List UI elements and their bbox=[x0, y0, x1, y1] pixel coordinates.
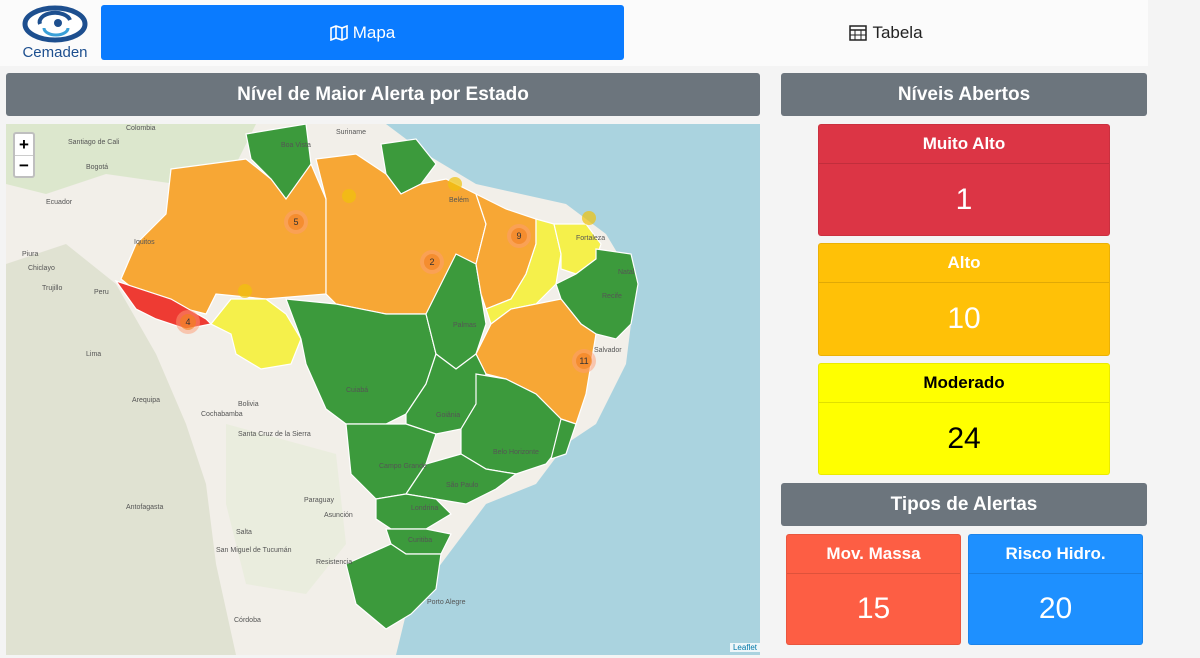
map-icon bbox=[329, 24, 348, 41]
label-cochabamba: Cochabamba bbox=[201, 411, 243, 418]
label-lima: Lima bbox=[86, 351, 101, 358]
map-canvas: Colombia Santiago de Cali Bogotá Ecuador… bbox=[6, 124, 760, 655]
card-moderado-label: Moderado bbox=[819, 364, 1109, 403]
map-attribution[interactable]: Leaflet bbox=[729, 643, 760, 652]
label-cuiaba: Cuiabá bbox=[346, 387, 368, 394]
table-icon bbox=[849, 24, 868, 41]
card-mov-massa[interactable]: Mov. Massa 15 bbox=[786, 534, 961, 645]
types-panel-title: Tipos de Alertas bbox=[781, 483, 1147, 526]
label-natal: Natal bbox=[618, 269, 635, 276]
label-colombia: Colombia bbox=[126, 125, 156, 132]
label-paraguay: Paraguay bbox=[304, 497, 334, 504]
label-campo-grande: Campo Grande bbox=[379, 463, 427, 470]
card-alto-value: 10 bbox=[947, 302, 981, 335]
alert-map[interactable]: Colombia Santiago de Cali Bogotá Ecuador… bbox=[6, 124, 760, 655]
label-santiago: Santiago de Cali bbox=[68, 139, 120, 146]
card-muito-alto[interactable]: Muito Alto 1 bbox=[818, 124, 1110, 236]
cluster-marker[interactable]: 9 bbox=[507, 224, 531, 248]
label-suriname: Suriname bbox=[336, 129, 366, 136]
label-iquitos: Iquitos bbox=[134, 239, 155, 246]
state-parana bbox=[375, 493, 452, 530]
tab-tabela-label: Tabela bbox=[872, 22, 923, 42]
label-boa-vista: Boa Vista bbox=[281, 142, 311, 149]
tab-tabela[interactable]: Tabela bbox=[624, 5, 1148, 60]
top-bar: Cemaden Mapa Tabela bbox=[0, 0, 1148, 66]
label-fortaleza: Fortaleza bbox=[576, 235, 605, 242]
cemaden-logo-icon bbox=[22, 5, 88, 43]
label-bogota: Bogotá bbox=[86, 164, 108, 171]
label-belo-horizonte: Belo Horizonte bbox=[493, 449, 539, 456]
zoom-out-button[interactable]: − bbox=[15, 155, 33, 176]
label-chiclayo: Chiclayo bbox=[28, 265, 55, 272]
label-resistencia: Resistencia bbox=[316, 559, 352, 566]
label-cordoba: Córdoba bbox=[234, 617, 261, 624]
cemaden-logo[interactable]: Cemaden bbox=[14, 4, 96, 62]
logo-text: Cemaden bbox=[22, 44, 88, 61]
label-peru: Peru bbox=[94, 289, 109, 296]
label-porto-alegre: Porto Alegre bbox=[427, 599, 466, 606]
label-asuncion: Asunción bbox=[324, 512, 353, 519]
label-goiania: Goiânia bbox=[436, 412, 460, 419]
map-zoom-control: + − bbox=[13, 132, 35, 178]
cluster-marker[interactable]: 5 bbox=[284, 210, 308, 234]
state-minas-gerais bbox=[460, 373, 567, 475]
cluster-marker[interactable]: 11 bbox=[572, 349, 596, 373]
state-bahia bbox=[475, 298, 597, 425]
label-recife: Recife bbox=[602, 293, 622, 300]
state-rondonia bbox=[210, 298, 302, 370]
svg-text:5: 5 bbox=[293, 217, 298, 227]
card-risco-hidro-label: Risco Hidro. bbox=[969, 535, 1142, 574]
state-espirito-santo bbox=[550, 418, 577, 460]
card-mov-massa-value: 15 bbox=[856, 592, 891, 625]
tab-mapa-label: Mapa bbox=[352, 22, 396, 42]
svg-text:2: 2 bbox=[429, 257, 434, 267]
map-panel-title: Nível de Maior Alerta por Estado bbox=[6, 73, 760, 116]
cluster-marker[interactable]: 2 bbox=[420, 250, 444, 274]
single-markers[interactable] bbox=[238, 177, 596, 298]
tab-mapa[interactable]: Mapa bbox=[101, 5, 624, 60]
card-muito-alto-label: Muito Alto bbox=[819, 125, 1109, 164]
card-alto-label: Alto bbox=[819, 244, 1109, 283]
label-belem: Belém bbox=[449, 197, 469, 204]
card-risco-hidro[interactable]: Risco Hidro. 20 bbox=[968, 534, 1143, 645]
card-mov-massa-label: Mov. Massa bbox=[787, 535, 960, 574]
label-palmas: Palmas bbox=[453, 322, 477, 329]
label-tucuman: San Miguel de Tucumán bbox=[216, 547, 292, 554]
label-salta: Salta bbox=[236, 529, 252, 536]
card-moderado[interactable]: Moderado 24 bbox=[818, 363, 1110, 475]
zoom-in-button[interactable]: + bbox=[19, 134, 29, 154]
label-bolivia: Bolivia bbox=[238, 401, 259, 408]
card-muito-alto-value: 1 bbox=[955, 183, 973, 216]
card-risco-hidro-value: 20 bbox=[1038, 592, 1073, 625]
svg-text:4: 4 bbox=[185, 317, 190, 327]
label-piura: Piura bbox=[22, 251, 38, 258]
label-arequipa: Arequipa bbox=[132, 397, 160, 404]
label-londrina: Londrina bbox=[411, 505, 438, 512]
cluster-marker[interactable]: 4 bbox=[176, 310, 200, 334]
svg-text:9: 9 bbox=[516, 231, 521, 241]
label-salvador: Salvador bbox=[594, 347, 622, 354]
label-ecuador: Ecuador bbox=[46, 199, 73, 206]
label-trujillo: Trujillo bbox=[42, 285, 62, 292]
card-alto[interactable]: Alto 10 bbox=[818, 243, 1110, 356]
levels-panel-title: Níveis Abertos bbox=[781, 73, 1147, 116]
label-curitiba: Curitiba bbox=[408, 537, 432, 544]
svg-text:11: 11 bbox=[579, 356, 588, 366]
label-sao-paulo: São Paulo bbox=[446, 482, 478, 489]
card-moderado-value: 24 bbox=[947, 422, 981, 455]
label-santa-cruz: Santa Cruz de la Sierra bbox=[238, 431, 311, 438]
label-antofagasta: Antofagasta bbox=[126, 504, 163, 511]
state-rio-grande-do-sul bbox=[345, 543, 442, 630]
